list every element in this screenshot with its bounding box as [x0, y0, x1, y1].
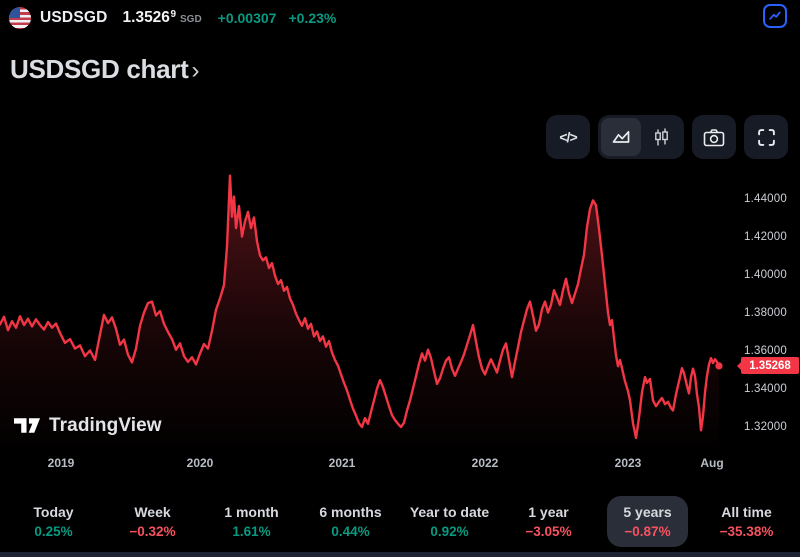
period-cell: Week −0.32% — [103, 496, 202, 547]
period-label: 1 month — [224, 504, 279, 520]
period-label: 1 year — [528, 504, 569, 520]
chart-type-toggle — [598, 115, 684, 159]
x-axis-label: 2022 — [471, 456, 499, 470]
period-cell: Today 0.25% — [4, 496, 103, 547]
chevron-right-icon: › — [191, 56, 200, 84]
open-chart-link-icon[interactable] — [763, 4, 787, 28]
chart-toolbar: </> — [546, 115, 788, 159]
snapshot-button[interactable] — [692, 115, 736, 159]
tradingview-logo[interactable]: TradingView — [14, 415, 162, 437]
y-axis-label: 1.40000 — [744, 269, 787, 281]
y-axis-label: 1.36000 — [744, 345, 787, 357]
period-label: Year to date — [409, 504, 490, 520]
change-percent: +0.23% — [288, 10, 337, 26]
period-button-1-year[interactable]: 1 year −3.05% — [499, 496, 598, 547]
y-axis-label: 1.34000 — [744, 383, 787, 395]
quote-currency: SGD — [180, 14, 202, 25]
period-change: 0.44% — [331, 524, 370, 539]
period-label: Week — [134, 504, 171, 520]
area-chart-icon — [612, 130, 630, 143]
fullscreen-button[interactable] — [744, 115, 788, 159]
symbol-ticker[interactable]: USDSGD — [40, 9, 108, 26]
period-change: −35.38% — [719, 524, 774, 539]
zigzag-chart-icon — [769, 11, 781, 20]
period-cell: 1 month 1.61% — [202, 496, 301, 547]
candles-chart-type-button[interactable] — [641, 118, 681, 156]
tradingview-mark-icon — [14, 418, 41, 433]
y-axis-label: 1.44000 — [744, 193, 787, 205]
period-button-1-month[interactable]: 1 month 1.61% — [202, 496, 301, 547]
candlestick-icon — [654, 128, 668, 145]
price-chart[interactable] — [0, 160, 735, 455]
x-axis-label: 2020 — [186, 456, 214, 470]
period-change: 1.61% — [232, 524, 271, 539]
period-change: −3.05% — [525, 524, 572, 539]
y-axis-label: 1.38000 — [744, 307, 787, 319]
x-axis-label: 2021 — [328, 456, 356, 470]
x-axis-label: Aug — [700, 456, 724, 470]
price-fractional-pip: 9 — [170, 9, 176, 20]
page-title: USDSGD chart — [10, 54, 189, 84]
current-price-value: 1.35268 — [749, 359, 791, 372]
period-cell: 5 years −0.87% — [598, 496, 697, 547]
period-selector: Today 0.25% Week −0.32% 1 month 1.61% 6 months… — [0, 491, 800, 552]
period-button-5-years[interactable]: 5 years −0.87% — [607, 496, 688, 547]
period-cell: All time −35.38% — [697, 496, 796, 547]
period-button-week[interactable]: Week −0.32% — [103, 496, 202, 547]
area-chart-type-button[interactable] — [601, 118, 641, 156]
period-button-6-months[interactable]: 6 months 0.44% — [301, 496, 400, 547]
period-label: Today — [33, 504, 74, 520]
period-label: All time — [721, 504, 772, 520]
watermark-text: TradingView — [49, 415, 162, 436]
change-absolute: +0.00307 — [217, 10, 277, 26]
x-axis-label: 2019 — [47, 456, 75, 470]
y-axis-label: 1.42000 — [744, 231, 787, 243]
current-price-label: 1.35268 — [741, 357, 799, 375]
us-flag-icon — [9, 7, 31, 29]
period-label: 6 months — [319, 504, 382, 520]
code-icon: </> — [559, 129, 577, 145]
top-bar: USDSGD 1.3526 9 SGD +0.00307 +0.23% — [0, 0, 800, 36]
y-axis-label: 1.32000 — [744, 421, 787, 433]
chart-title-link[interactable]: USDSGD chart › — [10, 54, 199, 85]
period-cell: 6 months 0.44% — [301, 496, 400, 547]
period-button-today[interactable]: Today 0.25% — [4, 496, 103, 547]
camera-icon — [703, 128, 725, 146]
period-change: −0.87% — [624, 524, 671, 539]
period-button-all-time[interactable]: All time −35.38% — [697, 496, 796, 547]
period-cell: Year to date 0.92% — [400, 496, 499, 547]
fullscreen-icon — [757, 128, 775, 146]
period-change: −0.32% — [129, 524, 176, 539]
area-series — [0, 174, 723, 455]
period-cell: 1 year −3.05% — [499, 496, 598, 547]
x-axis-label: 2023 — [614, 456, 642, 470]
last-price: 1.3526 9 SGD — [123, 9, 202, 27]
embed-code-button[interactable]: </> — [546, 115, 590, 159]
price-main: 1.3526 — [122, 9, 170, 26]
period-button-year-to-date[interactable]: Year to date 0.92% — [400, 496, 499, 547]
period-label: 5 years — [623, 504, 672, 520]
period-change: 0.25% — [34, 524, 73, 539]
period-change: 0.92% — [430, 524, 469, 539]
last-price-dot — [715, 362, 723, 370]
bottom-edge-strip — [0, 552, 800, 557]
